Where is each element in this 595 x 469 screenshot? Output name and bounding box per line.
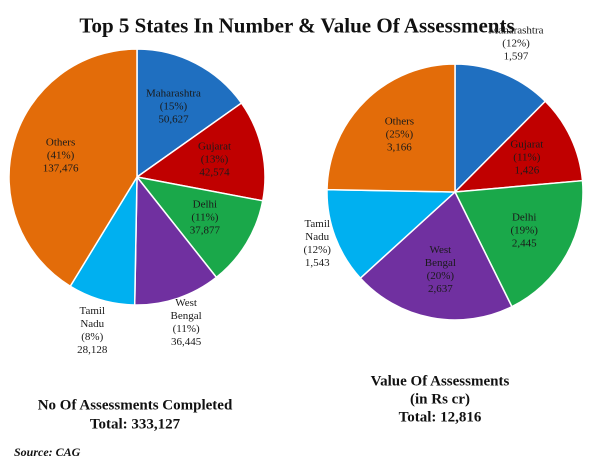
category-label: Others xyxy=(45,136,76,148)
category-label: Delhi xyxy=(511,211,537,224)
slice-label: West Bengal (11%) 36,445 xyxy=(171,297,202,349)
slice-label: Delhi (11%) 37,877 xyxy=(190,199,220,238)
slice-label: Delhi (19%) 2,445 xyxy=(510,211,538,250)
category-label: Tamil Nadu xyxy=(79,304,106,330)
value-label: 2,637 xyxy=(427,282,453,295)
slice-label: Gujarat (11%) 1,426 xyxy=(510,139,543,178)
value-label: 42,574 xyxy=(199,166,230,179)
slice-label: Maharashtra (12%) 1,597 xyxy=(489,25,544,64)
value-label: 36,445 xyxy=(171,335,202,348)
category-label: Tamil Nadu xyxy=(304,217,330,243)
slice-label: Tamil Nadu (8%) 28,128 xyxy=(77,305,107,357)
percent-label: (11%) xyxy=(191,211,219,224)
pie-slice xyxy=(326,188,457,280)
percent-label: (11%) xyxy=(172,322,200,335)
caption: Value Of Assessments xyxy=(370,373,510,390)
category-label: West Bengal xyxy=(170,296,202,322)
value-label: 37,877 xyxy=(189,224,221,237)
percent-label: (15%) xyxy=(159,100,188,112)
pie-slice xyxy=(453,100,584,193)
percent-label: (12%) xyxy=(303,243,331,256)
category-label: Maharashtra xyxy=(488,24,544,37)
pie-slice xyxy=(8,48,138,288)
category-label: West Bengal xyxy=(424,243,456,269)
slice-label: Maharashtra (15%) 50,627 xyxy=(146,87,201,126)
pie-slice xyxy=(359,190,513,321)
value-label: 28,128 xyxy=(77,343,108,356)
category-label: Others xyxy=(384,115,415,128)
percent-label: (25%) xyxy=(385,128,414,141)
percent-label: (11%) xyxy=(513,151,541,164)
slice-label: Gujarat (13%) 42,574 xyxy=(198,141,231,180)
pie-slice xyxy=(133,174,218,306)
pie-slice xyxy=(326,63,456,193)
value-label: 1,426 xyxy=(514,164,540,177)
percent-label: (12%) xyxy=(502,37,530,50)
percent-label: (20%) xyxy=(426,269,455,282)
category-label: Gujarat xyxy=(198,140,232,153)
pie-slice xyxy=(453,179,584,308)
percent-label: (13%) xyxy=(200,153,229,166)
pie-slice xyxy=(135,175,264,279)
category-label: Maharashtra xyxy=(145,87,201,99)
category-label: Delhi xyxy=(192,198,218,211)
value-label: 2,445 xyxy=(511,237,537,250)
slice-label: Tamil Nadu (12%) 1,543 xyxy=(303,218,331,270)
pie-slice xyxy=(135,102,266,202)
caption: No Of Assessments Completed xyxy=(37,397,233,414)
slice-label: Others (41%) 137,476 xyxy=(43,136,79,175)
pie-slice xyxy=(136,48,243,179)
source: Source: CAG xyxy=(14,445,81,459)
slice-label: West Bengal (20%) 2,637 xyxy=(425,244,456,296)
percent-label: (19%) xyxy=(510,224,538,237)
total: Total: 12,816 xyxy=(398,409,482,426)
pie-slice xyxy=(454,63,547,194)
slice-label: Others (25%) 3,166 xyxy=(385,116,414,155)
chart-title: Top 5 States In Number & Value Of Assess… xyxy=(79,13,515,38)
value-label: 3,166 xyxy=(387,141,412,154)
value-label: 1,543 xyxy=(304,256,330,269)
subtitle: (in Rs cr) xyxy=(410,391,470,408)
percent-label: (41%) xyxy=(46,149,75,161)
value-label: 1,597 xyxy=(503,50,529,63)
category-label: Gujarat xyxy=(510,138,544,151)
total: Total: 333,127 xyxy=(89,416,181,433)
value-label: 50,627 xyxy=(158,113,189,125)
value-label: 137,476 xyxy=(42,162,79,174)
percent-label: (8%) xyxy=(81,330,104,343)
